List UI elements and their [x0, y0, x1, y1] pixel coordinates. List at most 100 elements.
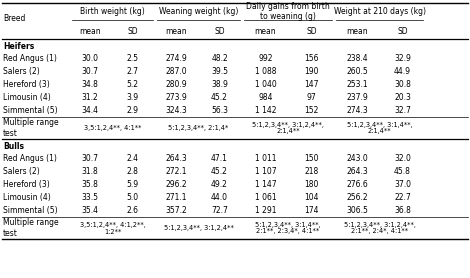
Text: 5.2: 5.2	[126, 80, 139, 89]
Text: 1 107: 1 107	[255, 167, 276, 176]
Text: 1 142: 1 142	[255, 106, 276, 115]
Text: 264.3: 264.3	[165, 154, 187, 163]
Text: 256.2: 256.2	[346, 193, 368, 202]
Text: 273.9: 273.9	[165, 93, 187, 102]
Text: 33.5: 33.5	[81, 193, 99, 202]
Text: 2.7: 2.7	[126, 67, 139, 76]
Text: 22.7: 22.7	[394, 193, 411, 202]
Text: 984: 984	[258, 93, 273, 102]
Text: 3.9: 3.9	[126, 93, 139, 102]
Text: mean: mean	[255, 28, 276, 36]
Text: 2.6: 2.6	[126, 206, 139, 215]
Text: 30.7: 30.7	[81, 67, 99, 76]
Text: 150: 150	[304, 154, 319, 163]
Text: 1 088: 1 088	[255, 67, 276, 76]
Text: 30.7: 30.7	[81, 154, 99, 163]
Text: 1 291: 1 291	[255, 206, 276, 215]
Text: 32.9: 32.9	[394, 54, 411, 63]
Text: mean: mean	[165, 28, 187, 36]
Text: 237.9: 237.9	[346, 93, 368, 102]
Text: 44.0: 44.0	[211, 193, 228, 202]
Text: 324.3: 324.3	[165, 106, 187, 115]
Text: 1 061: 1 061	[255, 193, 276, 202]
Text: 34.4: 34.4	[81, 106, 99, 115]
Text: Weight at 210 days (kg): Weight at 210 days (kg)	[334, 7, 425, 16]
Text: Birth weight (kg): Birth weight (kg)	[80, 7, 145, 16]
Text: mean: mean	[79, 28, 101, 36]
Text: 45.2: 45.2	[211, 93, 228, 102]
Text: 30.0: 30.0	[81, 54, 99, 63]
Text: 5:1,2,3,4**, 2:1,4*: 5:1,2,3,4**, 2:1,4*	[168, 125, 229, 131]
Text: 36.8: 36.8	[394, 206, 411, 215]
Text: Heifers: Heifers	[3, 42, 34, 51]
Text: 35.4: 35.4	[81, 206, 99, 215]
Text: 218: 218	[305, 167, 319, 176]
Text: 31.8: 31.8	[82, 167, 98, 176]
Text: 147: 147	[304, 80, 319, 89]
Text: 272.1: 272.1	[165, 167, 187, 176]
Text: 992: 992	[258, 54, 273, 63]
Text: 32.7: 32.7	[394, 106, 411, 115]
Text: 44.9: 44.9	[394, 67, 411, 76]
Text: 97: 97	[306, 93, 316, 102]
Text: 72.7: 72.7	[211, 206, 228, 215]
Text: Salers (2): Salers (2)	[3, 67, 40, 76]
Text: Multiple range
test: Multiple range test	[3, 218, 59, 238]
Text: 2.8: 2.8	[126, 167, 139, 176]
Text: 260.5: 260.5	[346, 67, 368, 76]
Text: 5:1,2,3,4**, 3:1,2,4**: 5:1,2,3,4**, 3:1,2,4**	[164, 225, 234, 231]
Text: SD: SD	[306, 28, 317, 36]
Text: 3,5:1,2,4**, 4:1**: 3,5:1,2,4**, 4:1**	[84, 125, 141, 131]
Text: 35.8: 35.8	[82, 180, 98, 189]
Text: 274.9: 274.9	[165, 54, 187, 63]
Text: Limousin (4): Limousin (4)	[3, 193, 51, 202]
Text: 2.5: 2.5	[126, 54, 139, 63]
Text: 5.0: 5.0	[126, 193, 139, 202]
Text: 280.9: 280.9	[165, 80, 187, 89]
Text: 47.1: 47.1	[211, 154, 228, 163]
Text: Hereford (3): Hereford (3)	[3, 80, 50, 89]
Text: Simmental (5): Simmental (5)	[3, 206, 58, 215]
Text: 296.2: 296.2	[165, 180, 187, 189]
Text: 56.3: 56.3	[211, 106, 228, 115]
Text: 1 147: 1 147	[255, 180, 276, 189]
Text: Daily gains from birth
to weaning (g): Daily gains from birth to weaning (g)	[246, 2, 330, 21]
Text: Weaning weight (kg): Weaning weight (kg)	[159, 7, 238, 16]
Text: Breed: Breed	[3, 14, 25, 23]
Text: 238.4: 238.4	[346, 54, 368, 63]
Text: 180: 180	[304, 180, 319, 189]
Text: Hereford (3): Hereford (3)	[3, 180, 50, 189]
Text: 48.2: 48.2	[211, 54, 228, 63]
Text: 156: 156	[304, 54, 319, 63]
Text: 306.5: 306.5	[346, 206, 368, 215]
Text: 264.3: 264.3	[346, 167, 368, 176]
Text: 104: 104	[304, 193, 319, 202]
Text: 39.5: 39.5	[211, 67, 228, 76]
Text: 37.0: 37.0	[394, 180, 411, 189]
Text: 190: 190	[304, 67, 319, 76]
Text: SD: SD	[214, 28, 225, 36]
Text: SD: SD	[127, 28, 138, 36]
Text: 45.2: 45.2	[211, 167, 228, 176]
Text: 357.2: 357.2	[165, 206, 187, 215]
Text: 34.8: 34.8	[82, 80, 98, 89]
Text: 271.1: 271.1	[165, 193, 187, 202]
Text: 20.3: 20.3	[394, 93, 411, 102]
Text: 152: 152	[304, 106, 319, 115]
Text: 38.9: 38.9	[211, 80, 228, 89]
Text: 5:1,2,3,4**, 3:1,4**,
2:1,4**: 5:1,2,3,4**, 3:1,4**, 2:1,4**	[347, 121, 412, 135]
Text: 287.0: 287.0	[165, 67, 187, 76]
Text: Bulls: Bulls	[3, 142, 24, 151]
Text: 253.1: 253.1	[346, 80, 368, 89]
Text: Limousin (4): Limousin (4)	[3, 93, 51, 102]
Text: 174: 174	[304, 206, 319, 215]
Text: 32.0: 32.0	[394, 154, 411, 163]
Text: 49.2: 49.2	[211, 180, 228, 189]
Text: Red Angus (1): Red Angus (1)	[3, 154, 57, 163]
Text: SD: SD	[397, 28, 408, 36]
Text: Simmental (5): Simmental (5)	[3, 106, 58, 115]
Text: mean: mean	[346, 28, 368, 36]
Text: 5:1,2,3,4**, 3:1,2,4**,
2:1**, 2:4*, 4:1**: 5:1,2,3,4**, 3:1,2,4**, 2:1**, 2:4*, 4:1…	[344, 222, 415, 235]
Text: 30.8: 30.8	[394, 80, 411, 89]
Text: Multiple range
test: Multiple range test	[3, 118, 59, 138]
